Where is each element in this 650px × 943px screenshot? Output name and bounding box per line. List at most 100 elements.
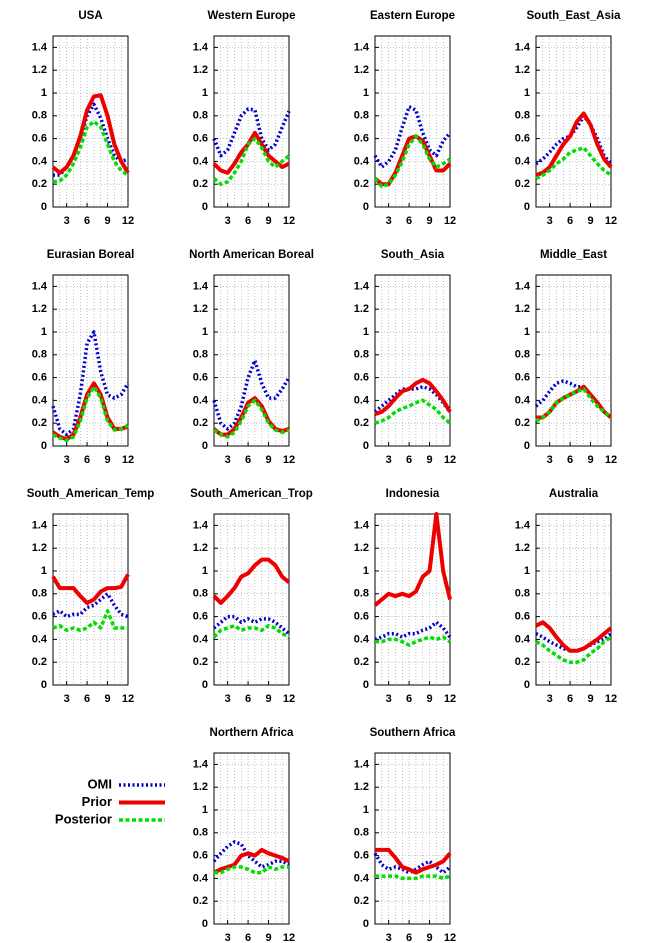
panel-title: North American Boreal <box>189 249 314 261</box>
x-tick-label: 12 <box>283 693 295 705</box>
y-tick-label: 0.8 <box>193 827 208 839</box>
series-line <box>51 93 130 175</box>
x-tick-label: 6 <box>84 454 90 466</box>
y-tick-label: 1.4 <box>354 280 370 292</box>
panel-title: Eastern Europe <box>370 10 455 22</box>
series-line <box>213 398 290 439</box>
panel: Eastern Europe 0 0.2 0.4 0.6 0.8 1 1.2 1.4 3 6 9 12 <box>354 10 456 227</box>
y-tick-label: 1 <box>202 326 208 338</box>
y-tick-label: 1.2 <box>354 303 369 315</box>
y-tick-label: 0.6 <box>354 611 369 623</box>
y-tick-label: 1.4 <box>354 41 370 53</box>
x-tick-label: 6 <box>567 215 573 227</box>
x-tick-label: 9 <box>265 932 271 943</box>
x-tick-label: 12 <box>605 693 617 705</box>
x-tick-label: 6 <box>245 693 251 705</box>
y-tick-label: 1.4 <box>354 758 370 770</box>
y-tick-label: 1 <box>202 87 208 99</box>
y-tick-label: 1 <box>41 87 47 99</box>
plot-frame <box>213 513 290 686</box>
y-tick-label: 0.8 <box>32 349 47 361</box>
y-tick-label: 1.2 <box>515 542 530 554</box>
x-tick-label: 6 <box>406 454 412 466</box>
panel-title: USA <box>78 10 102 22</box>
y-tick-label: 0 <box>202 440 208 452</box>
legend-label: Posterior <box>55 811 112 826</box>
series-line <box>535 114 613 166</box>
panel-title: South_East_Asia <box>527 10 622 22</box>
panel: Eurasian Boreal 0 0.2 0.4 0.6 0.8 1 1.2 1.4 3 6 9 12 <box>32 249 135 466</box>
y-tick-label: 0.2 <box>193 895 208 907</box>
y-tick-label: 0.6 <box>193 611 208 623</box>
x-tick-label: 3 <box>547 693 553 705</box>
y-tick-label: 0.2 <box>193 178 208 190</box>
y-tick-label: 0.8 <box>354 588 369 600</box>
y-tick-label: 1 <box>524 87 530 99</box>
panel-title: South_American_Temp <box>27 488 155 500</box>
series-line <box>52 609 128 633</box>
y-tick-label: 1.2 <box>32 303 47 315</box>
series-line <box>535 635 612 664</box>
y-tick-label: 0.4 <box>515 155 531 167</box>
x-tick-label: 6 <box>567 693 573 705</box>
series-line <box>212 130 290 175</box>
y-tick-label: 1.2 <box>354 64 369 76</box>
y-tick-label: 0.2 <box>32 178 47 190</box>
plot-frame <box>374 274 451 447</box>
x-tick-label: 9 <box>426 932 432 943</box>
y-tick-label: 0 <box>41 679 47 691</box>
y-tick-label: 0.2 <box>354 656 369 668</box>
y-tick-label: 0.2 <box>354 178 369 190</box>
x-tick-label: 9 <box>265 454 271 466</box>
legend-label: OMI <box>87 776 112 791</box>
panel: Australia 0 0.2 0.4 0.6 0.8 1 1.2 1.4 3 6 9 12 <box>515 488 617 705</box>
plot-frame <box>374 752 451 925</box>
x-tick-label: 12 <box>444 932 456 943</box>
y-tick-label: 1 <box>41 565 47 577</box>
panel: Southern Africa 0 0.2 0.4 0.6 0.8 1 1.2 1.4 3 6 9 12 <box>354 727 456 943</box>
series-line <box>373 134 452 187</box>
y-tick-label: 0.2 <box>193 417 208 429</box>
y-tick-label: 0.4 <box>515 394 531 406</box>
x-tick-label: 3 <box>64 215 70 227</box>
plot-frame <box>535 274 612 447</box>
series-line <box>52 119 129 184</box>
y-tick-label: 0.8 <box>354 349 369 361</box>
x-tick-label: 9 <box>104 693 110 705</box>
y-tick-label: 0.4 <box>193 155 209 167</box>
y-tick-label: 1.4 <box>515 519 531 531</box>
y-tick-label: 0.4 <box>32 633 48 645</box>
y-tick-label: 1.4 <box>32 41 48 53</box>
y-tick-label: 0.4 <box>354 633 370 645</box>
panel-title: Southern Africa <box>370 727 456 739</box>
y-tick-label: 0 <box>363 918 369 930</box>
y-tick-label: 0.4 <box>32 155 48 167</box>
x-tick-label: 9 <box>426 454 432 466</box>
y-tick-label: 0 <box>202 918 208 930</box>
plot-frame <box>52 274 129 447</box>
y-tick-label: 0.2 <box>515 656 530 668</box>
y-tick-label: 1.4 <box>354 519 370 531</box>
y-tick-label: 1 <box>363 87 369 99</box>
x-tick-label: 6 <box>567 454 573 466</box>
x-tick-label: 3 <box>386 454 392 466</box>
series-line <box>375 874 451 881</box>
y-tick-label: 0.4 <box>354 155 370 167</box>
series-line <box>212 557 291 605</box>
x-tick-label: 3 <box>386 693 392 705</box>
x-tick-label: 12 <box>605 454 617 466</box>
panel: South_American_Trop 0 0.2 0.4 0.6 0.8 1 1.2 1.4 3… <box>190 488 313 705</box>
x-tick-label: 6 <box>245 932 251 943</box>
series-line <box>535 111 613 177</box>
plot-frame <box>213 274 290 447</box>
plot-frame <box>374 35 451 208</box>
y-tick-label: 0.8 <box>354 110 369 122</box>
y-tick-label: 0.8 <box>193 588 208 600</box>
y-tick-label: 1.4 <box>32 280 48 292</box>
y-tick-label: 0.4 <box>354 872 370 884</box>
series-line <box>374 377 452 416</box>
y-tick-label: 0.4 <box>193 394 209 406</box>
y-tick-label: 1.4 <box>193 758 209 770</box>
panel-title: Middle_East <box>540 249 607 261</box>
panel: Indonesia 0 0.2 0.4 0.6 0.8 1 1.2 1.4 3 6 9 12 <box>354 488 456 705</box>
